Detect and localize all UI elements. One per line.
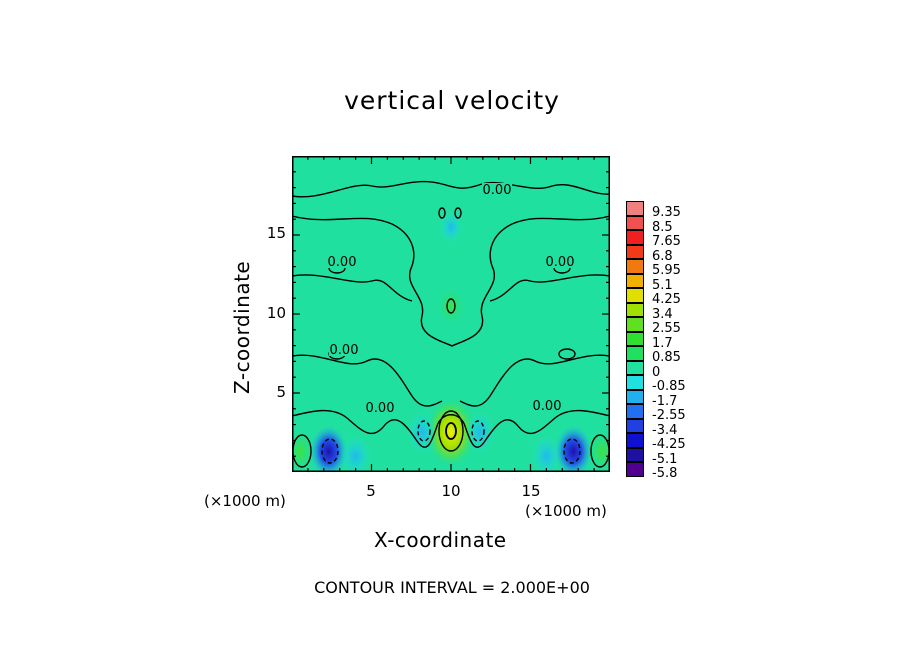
contour-label-bg: [365, 401, 395, 414]
contour-label-bg: [329, 343, 359, 356]
colorbar-swatch: [626, 230, 644, 245]
colorbar-label: 4.25: [652, 292, 681, 307]
contour-labels: 0.00 0.00 0.00 0.00 0.00 0.00: [327, 183, 575, 416]
colorbar-label: 0.85: [652, 350, 681, 365]
colorbar-swatch: [626, 389, 644, 404]
colorbar-swatch: [626, 375, 644, 390]
field-feature: [426, 398, 476, 467]
colorbar-label: -4.25: [652, 437, 686, 452]
y-tick-label: 5: [276, 383, 286, 401]
chart-title: vertical velocity: [344, 86, 560, 115]
colorbar-swatch: [626, 331, 644, 346]
colorbar-label: 0: [652, 364, 661, 380]
field-feature: [554, 425, 593, 472]
colorbar-label: 9.35: [652, 205, 681, 220]
colorbar-swatch: [626, 244, 644, 259]
colorbar-label: 2.55: [652, 321, 681, 336]
colorbar-swatch: [626, 462, 644, 477]
colorbar-label: 8.5: [652, 219, 673, 235]
colorbar-label: -1.7: [652, 393, 678, 409]
axis-ticks: [292, 156, 610, 472]
colorbar-label: 5.95: [652, 263, 681, 278]
contour-interval-note: CONTOUR INTERVAL = 2.000E+00: [314, 578, 590, 597]
contour-label: 0.00: [328, 255, 357, 270]
contour-label: 0.00: [330, 343, 359, 358]
y-tick-label: 15: [266, 224, 286, 242]
colorbar-swatch: [626, 288, 644, 303]
y-axis-label: Z-coordinate: [230, 260, 254, 394]
colorbar-swatch: [626, 215, 644, 230]
colorbar-swatch: [626, 447, 644, 462]
x-tick-label: 5: [366, 482, 376, 500]
colorbar-label: -3.4: [652, 422, 678, 438]
contour-label-bg: [532, 399, 562, 412]
colorbar-swatch: [626, 317, 644, 332]
contour-label: 0.00: [366, 401, 395, 416]
colorbar-swatch: [626, 302, 644, 317]
colorbar-label: -2.55: [652, 408, 686, 423]
contour-label: 0.00: [546, 255, 575, 270]
field-feature: [340, 435, 371, 472]
colorbar-swatch: [626, 346, 644, 361]
contour-label-bg: [482, 183, 512, 196]
contour-label-bg: [327, 255, 357, 268]
x-tick-label: 15: [521, 482, 541, 500]
x-tick-label: 10: [441, 482, 461, 500]
colorbar-swatch: [626, 259, 644, 274]
field-feature: [439, 211, 463, 243]
field-feature: [292, 429, 316, 472]
field-feature: [586, 429, 610, 472]
field-feature: [437, 287, 465, 325]
colorbar-label: 7.65: [652, 234, 681, 249]
colorbar-label: 5.1: [652, 277, 673, 293]
field-feature: [531, 435, 562, 472]
contour-label: 0.00: [483, 183, 512, 198]
colorbar-label: 1.7: [652, 335, 673, 351]
x-unit-label: (×1000 m): [525, 502, 607, 520]
y-tick-label: 10: [266, 304, 286, 322]
colorbar-swatch: [626, 433, 644, 448]
x-unit-label: (×1000 m): [204, 492, 286, 510]
colorbar-swatch: [626, 360, 644, 375]
colorbar-label: -5.8: [652, 466, 678, 481]
contour-label-bg: [545, 255, 575, 268]
x-axis-label: X-coordinate: [374, 528, 507, 552]
colorbar-swatch: [626, 273, 644, 288]
colorbar-label: -5.1: [652, 451, 678, 467]
colorbar-label: 6.8: [652, 248, 673, 264]
field-feature: [309, 425, 348, 472]
colorbar-swatch: [626, 404, 644, 419]
colorbar-swatch: [626, 201, 644, 216]
contour-lines: [292, 180, 610, 468]
colorbar-swatch: [626, 418, 644, 433]
contour-label: 0.00: [533, 399, 562, 414]
contour-plot-area: 0.00 0.00 0.00 0.00 0.00 0.00: [292, 156, 610, 472]
colorbar-label: 3.4: [652, 306, 673, 322]
colorbar-label: -0.85: [652, 379, 686, 394]
